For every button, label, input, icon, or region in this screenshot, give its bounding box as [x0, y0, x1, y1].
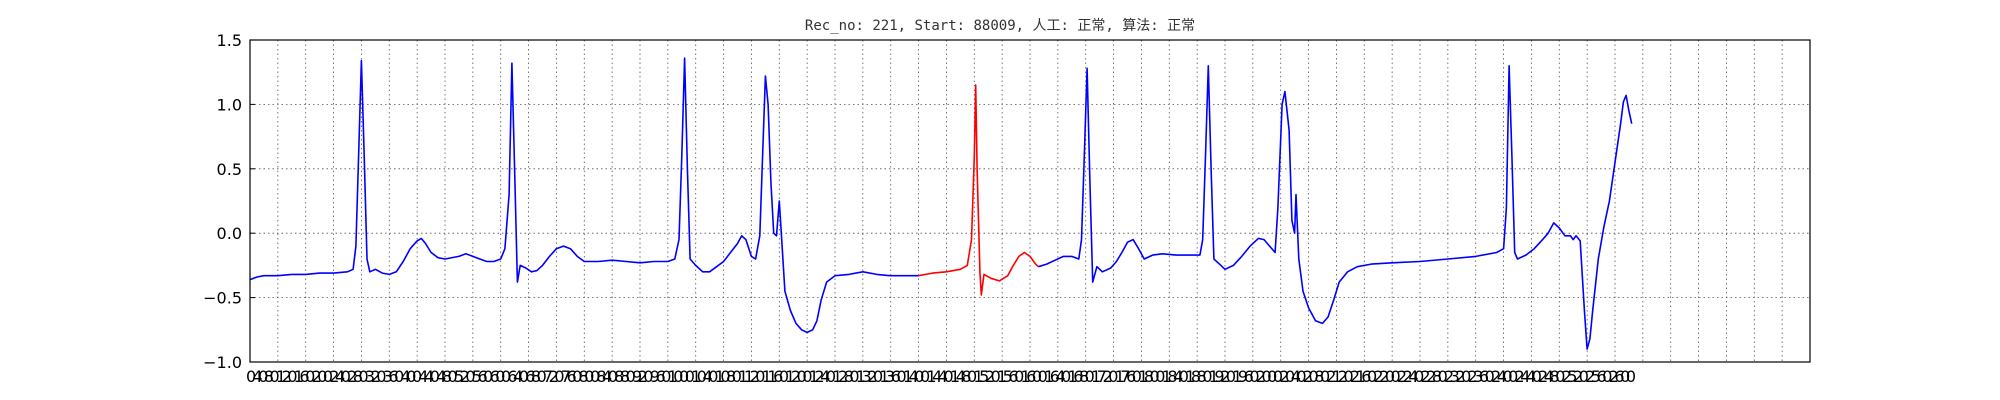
x-tick-labels: 0 4080 120 160 200 240 280 320 360 400 4… — [246, 367, 1636, 386]
plot-series — [249, 57, 1633, 350]
ecg-trace-highlight-1 — [918, 84, 1039, 296]
y-tick-label: −1.0 — [203, 353, 242, 372]
ecg-trace-main-0 — [249, 57, 919, 334]
plot-frame — [249, 39, 1811, 363]
y-tick-label: −0.5 — [203, 289, 242, 308]
y-tick-label: 1.5 — [217, 31, 242, 50]
y-tick-label: 1.0 — [217, 95, 242, 114]
y-tick-label: 0.0 — [217, 224, 242, 243]
grid — [249, 39, 1811, 363]
y-tick-label: 0.5 — [217, 160, 242, 179]
y-axis: −1.0 −0.5 0.0 0.5 1.0 1.5 — [203, 31, 255, 372]
ecg-trace-main-2 — [1038, 65, 1633, 350]
chart-title: Rec_no: 221, Start: 88009, 人工: 正常, 算法: 正… — [805, 18, 1195, 34]
